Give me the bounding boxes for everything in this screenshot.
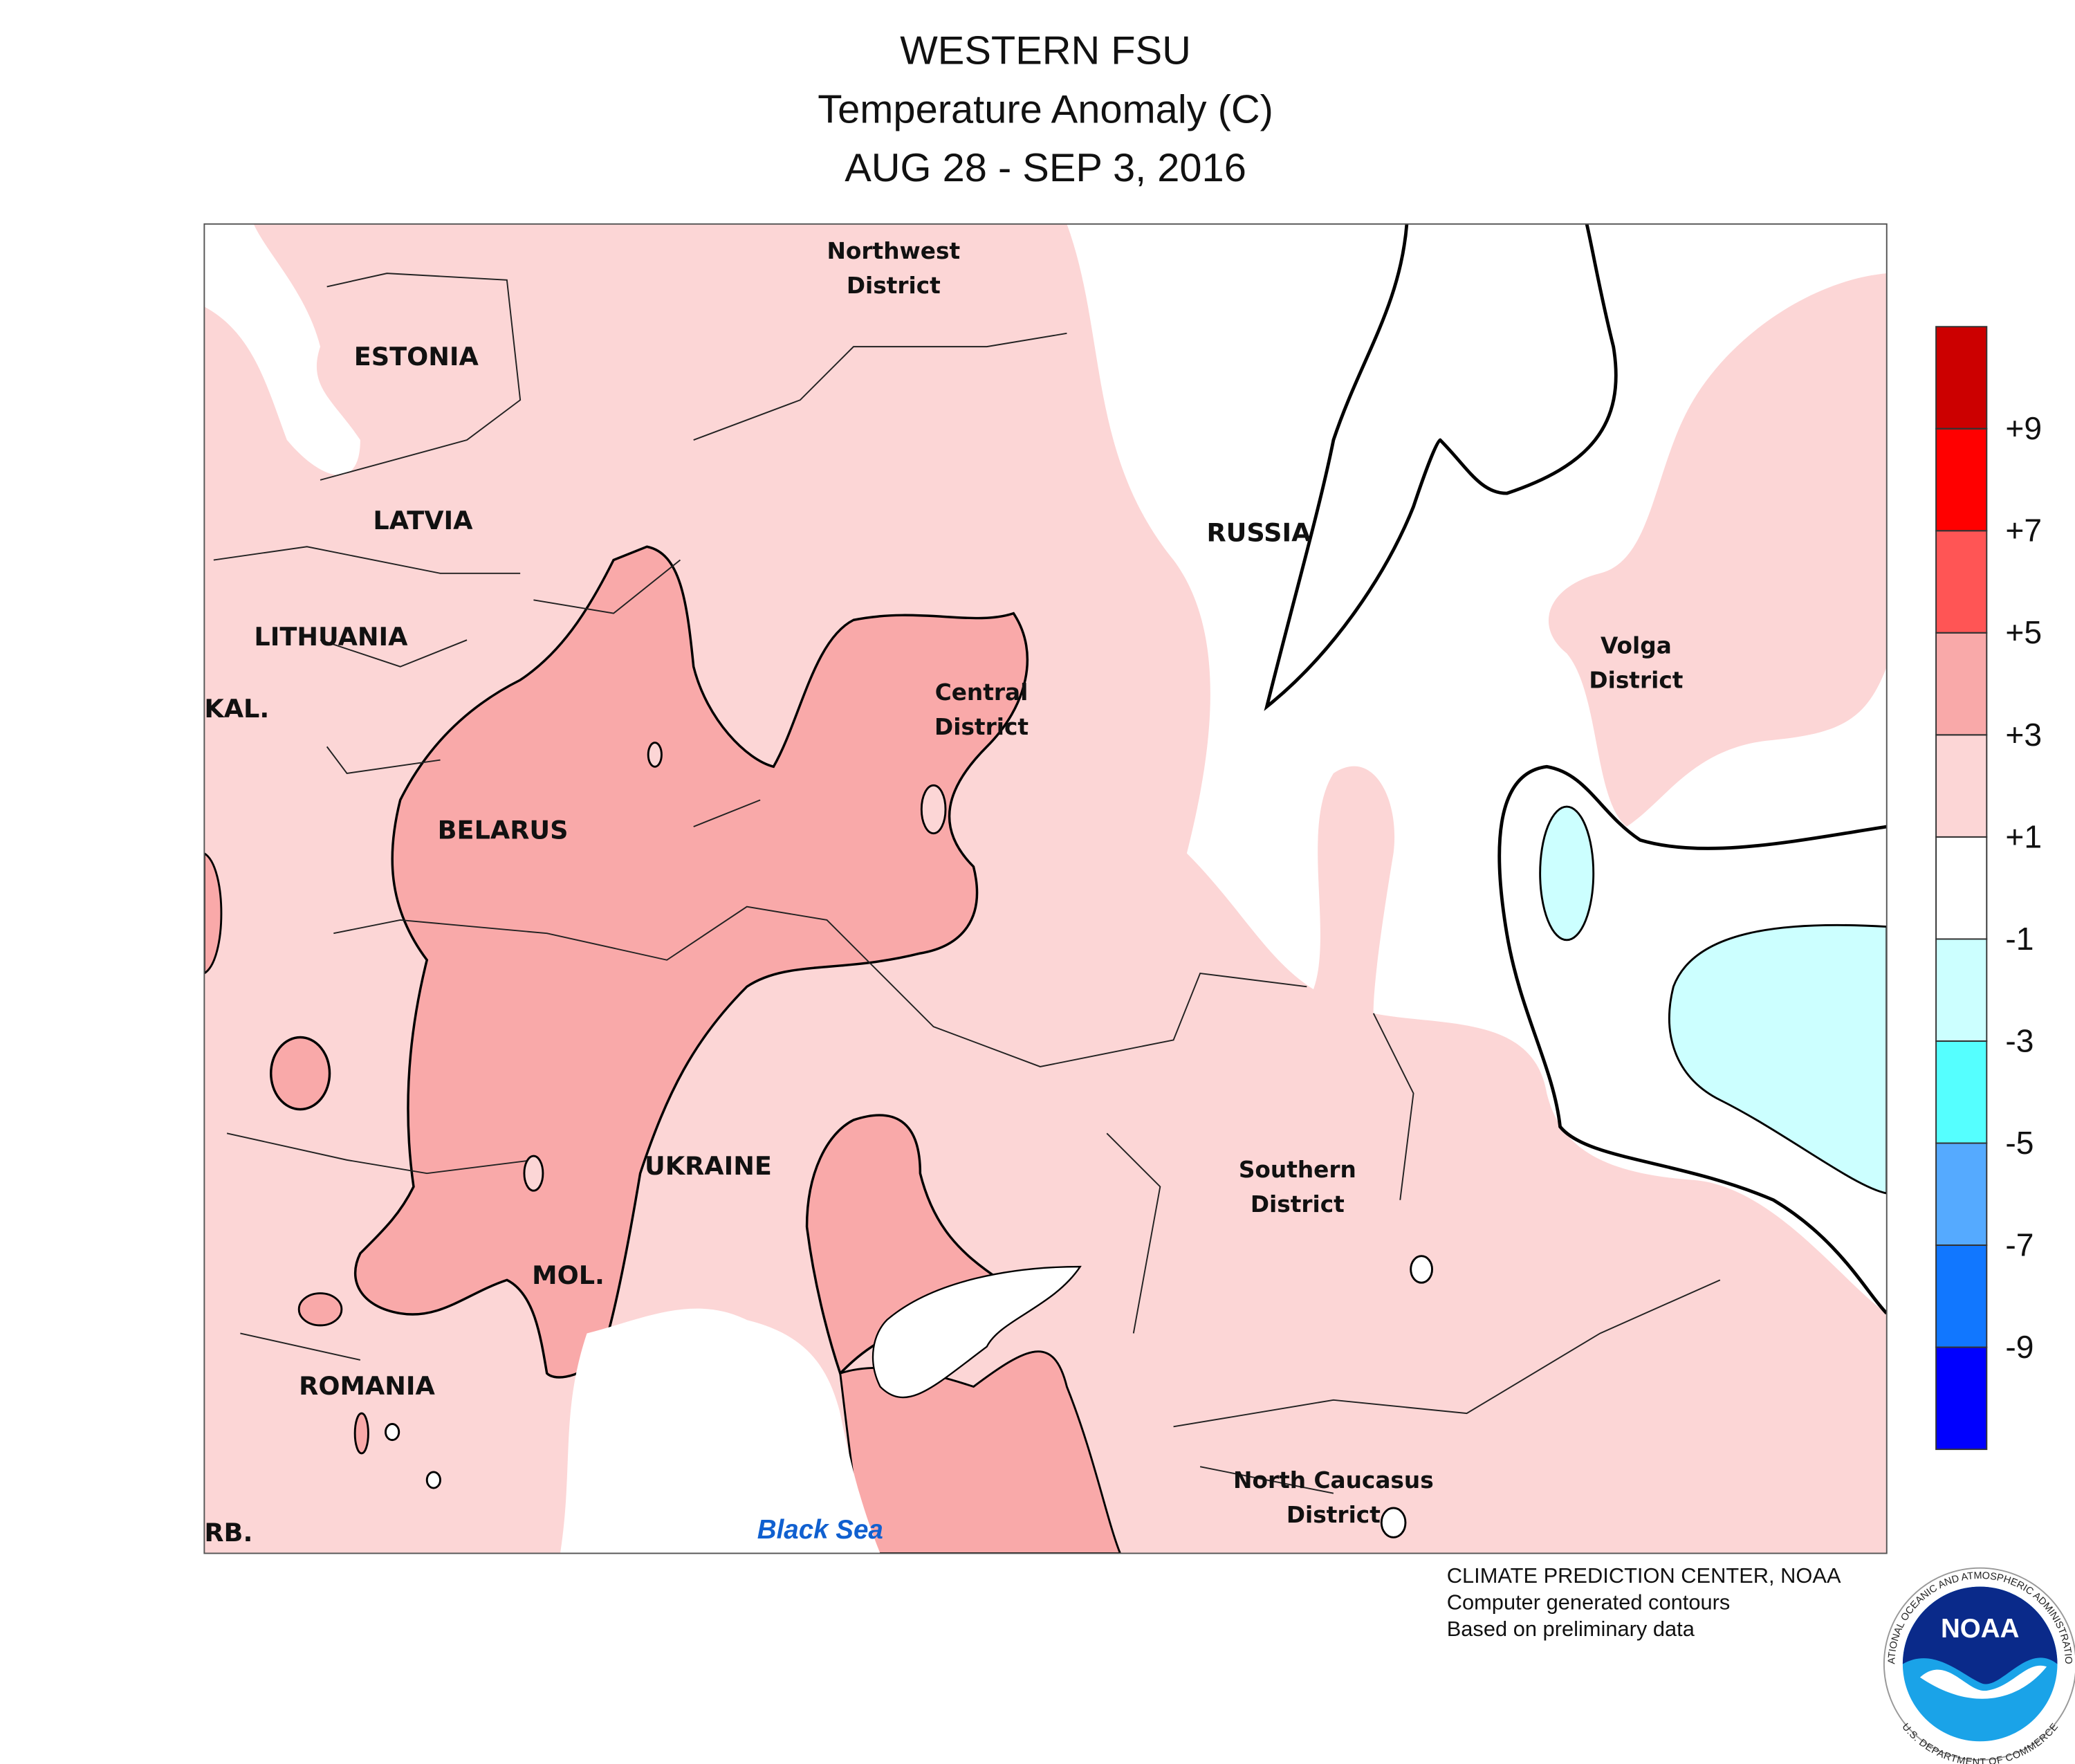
legend-tick-label: -7 <box>2005 1226 2034 1262</box>
district-label: Volga <box>1601 632 1672 659</box>
legend: +9 +7 +5 +3 +1 -1 -3 -5 -7 -9 <box>1935 326 2042 1451</box>
contour <box>1410 1255 1433 1284</box>
legend-swatch <box>1935 938 1988 1042</box>
district-label: District <box>1251 1191 1345 1218</box>
caspian-warm <box>1693 1313 1887 1554</box>
district-label: Central <box>935 679 1029 706</box>
country-label: LATVIA <box>373 506 473 535</box>
legend-tick-label: +1 <box>2005 818 2042 854</box>
legend-tick-label: +3 <box>2005 717 2042 753</box>
black-sea <box>560 1308 880 1554</box>
logo-top <box>1902 1586 2058 1684</box>
country-label: RUSSIA <box>1206 518 1311 548</box>
legend-swatch <box>1935 1244 1988 1348</box>
legend-tick-label: +5 <box>2005 614 2042 650</box>
gulf-of-finland <box>204 223 360 475</box>
country-label: UKRAINE <box>645 1151 772 1181</box>
cool-area <box>1668 924 1887 1195</box>
credit: Computer generated contours <box>1447 1590 1731 1614</box>
legend-swatch <box>1935 1346 1988 1451</box>
contour <box>523 1155 544 1192</box>
district-label: Northwest <box>827 238 961 264</box>
district-label: District <box>1286 1502 1381 1528</box>
legend-tick-label: -5 <box>2005 1125 2034 1161</box>
logo-text: NOAA <box>1941 1614 2019 1644</box>
anomaly-3-5 <box>353 545 1029 1379</box>
district-label: Southern <box>1239 1157 1356 1183</box>
legend-swatch <box>1935 530 1988 634</box>
border <box>213 273 1721 1494</box>
contour <box>1497 764 1887 1315</box>
cool-area <box>1539 805 1595 941</box>
legend-tick-label: +9 <box>2005 410 2042 446</box>
district-label: District <box>847 273 941 299</box>
credit: CLIMATE PREDICTION CENTER, NOAA <box>1447 1563 1841 1588</box>
district-label: District <box>1589 668 1683 694</box>
district-label: North Caucasus <box>1233 1467 1434 1494</box>
map-frame <box>203 223 1888 1554</box>
anomaly-3-5 <box>353 1412 369 1455</box>
sea-label: Black Sea <box>757 1515 883 1545</box>
legend-tick-label: -3 <box>2005 1022 2034 1058</box>
contour <box>1380 1507 1407 1538</box>
crimea <box>872 1265 1082 1399</box>
volga-warm <box>1549 273 1887 827</box>
country-label: ROMANIA <box>299 1371 435 1401</box>
logo-gull <box>1919 1665 2047 1699</box>
legend-tick-label: -1 <box>2005 921 2034 957</box>
legend-swatch <box>1935 632 1988 736</box>
legend-swatch <box>1935 428 1988 532</box>
legend-swatch <box>1935 734 1988 838</box>
contour <box>647 742 663 768</box>
country-label: LITHUANIA <box>254 622 408 652</box>
country-label: MOL. <box>532 1260 605 1290</box>
contour <box>920 784 947 835</box>
subtitle: Temperature Anomaly (C) <box>818 87 1273 131</box>
legend-tick-label: -9 <box>2005 1329 2034 1365</box>
district-label: District <box>934 714 1029 740</box>
contour <box>385 1423 400 1442</box>
legend-swatch <box>1935 1040 1988 1144</box>
credit: Based on preliminary data <box>1447 1617 1695 1641</box>
legend-tick-label: +7 <box>2005 513 2042 549</box>
country-label: RB. <box>204 1518 252 1547</box>
country-label: BELARUS <box>438 815 569 845</box>
title: WESTERN FSU <box>900 29 1191 73</box>
map-area <box>204 223 1887 1554</box>
region-labels: ESTONIA LATVIA LITHUANIA KAL. BELARUS UK… <box>204 238 1683 1547</box>
anomaly-3-5 <box>269 1036 331 1111</box>
legend-swatch <box>1935 1142 1988 1247</box>
anomaly-3-5 <box>204 852 223 975</box>
date-range: AUG 28 - SEP 3, 2016 <box>845 146 1246 190</box>
country-label: ESTONIA <box>354 342 479 371</box>
contour <box>425 1471 441 1489</box>
legend-swatch <box>1935 836 1988 940</box>
country-label: KAL. <box>204 694 269 724</box>
contour <box>1264 223 1618 711</box>
legend-swatch <box>1935 326 1988 430</box>
anomaly-3-5 <box>297 1292 343 1327</box>
